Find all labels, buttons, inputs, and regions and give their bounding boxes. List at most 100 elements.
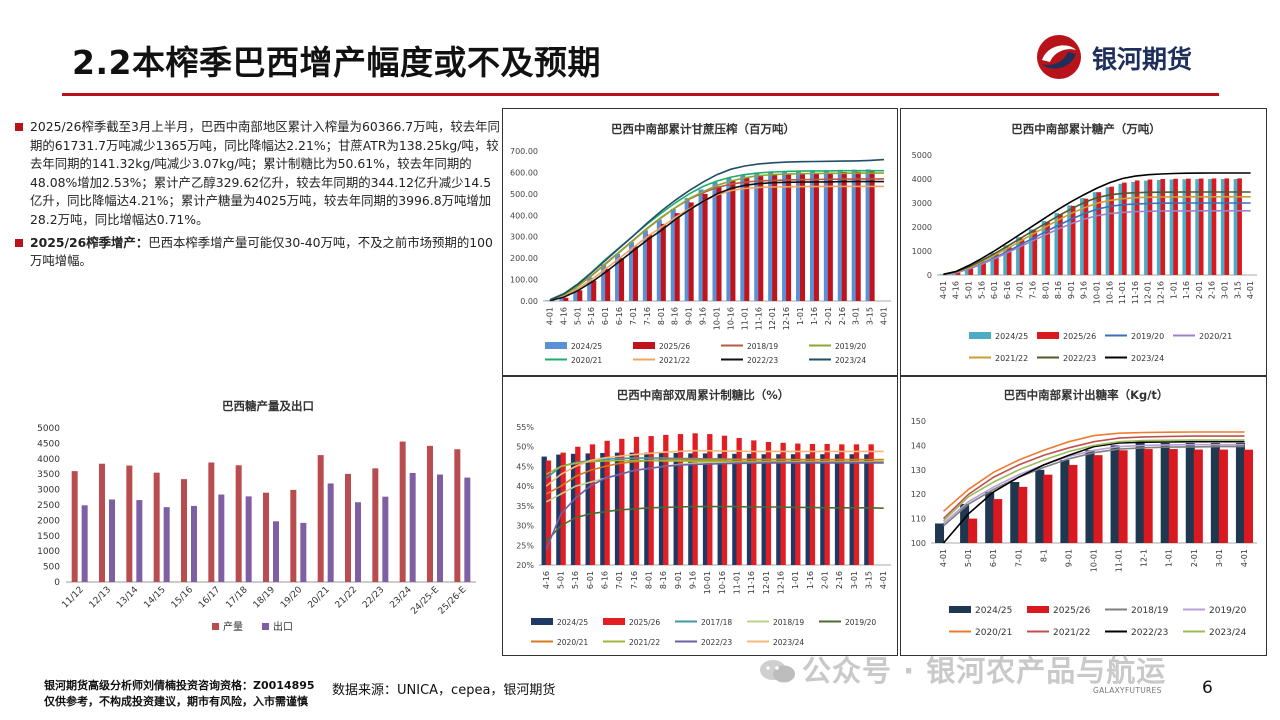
ratio-chart-panel: 巴西中南部双周累计制糖比（%） 20% 25% 30% 35% 40% 45% 50% 55% 4… xyxy=(502,376,898,656)
x-tick-label: 12-01 xyxy=(768,307,777,330)
bar-2024-25 xyxy=(990,252,996,275)
bar-export xyxy=(382,496,389,582)
bar-2025-26 xyxy=(1018,486,1028,543)
bar-2025-26 xyxy=(560,452,566,565)
chart-title: 巴西中南部累计甘蔗压榨（百万吨） xyxy=(611,122,795,136)
bar-2025-26 xyxy=(736,438,742,565)
chart-title: 巴西中南部累计糖产（万吨） xyxy=(1011,122,1161,136)
y-tick-label: 4000 xyxy=(912,175,932,184)
y-tick-label: 40% xyxy=(516,482,534,491)
bar-2024-25 xyxy=(698,189,704,301)
y-tick-label: 2500 xyxy=(37,501,60,511)
bar-2025-26 xyxy=(707,434,713,565)
bar-2024-25 xyxy=(768,171,774,301)
bar-2025-26 xyxy=(751,440,757,565)
bar-2025-26 xyxy=(955,272,961,275)
x-tick-label: 11-16 xyxy=(754,307,763,330)
x-tick-label: 6-01 xyxy=(989,549,998,567)
bar-2024-25 xyxy=(1105,187,1111,275)
y-tick-label: 3000 xyxy=(37,486,60,496)
bar-2024-25 xyxy=(754,172,760,301)
y-tick-label: 3500 xyxy=(37,470,60,480)
x-tick-label: 6-01 xyxy=(990,281,999,299)
bar-2024-25 xyxy=(573,288,579,301)
sugar-chart-panel: 巴西中南部累计糖产（万吨） 0 1000 2000 3000 4000 5000 4-01 4-… xyxy=(900,108,1267,376)
x-tick-label: 11-01 xyxy=(1115,549,1124,572)
bar-2024-25 xyxy=(1156,179,1162,275)
analyst-credential: 银河期货高级分析师刘倩楠投资咨询资格：Z0014895 xyxy=(44,679,315,692)
y-tick-label: 150 xyxy=(911,417,926,426)
bar-2025-26 xyxy=(648,436,654,565)
x-tick-label: 25/26-E xyxy=(437,585,469,617)
legend-swatch xyxy=(603,618,625,625)
x-tick-label: 4-01 xyxy=(880,307,889,325)
bar-production xyxy=(290,489,297,582)
legend-label: 2020/21 xyxy=(1199,332,1232,341)
bar-2024-25 xyxy=(670,208,676,301)
bar-2025-26 xyxy=(1083,198,1089,275)
y-tick-label: 0.00 xyxy=(520,297,538,306)
line-series-2021-22 xyxy=(942,435,1245,520)
legend-label: 2024/25 xyxy=(571,342,602,351)
line-series-2019-20 xyxy=(549,172,884,301)
x-tick-label: 8-01 xyxy=(1041,281,1050,299)
bar-2024-25 xyxy=(985,491,995,543)
y-tick-label: 20% xyxy=(516,561,534,570)
bar-2024-25 xyxy=(658,453,665,565)
x-tick-label: 2-16 xyxy=(835,571,844,589)
bar-2025-26 xyxy=(730,181,736,301)
x-tick-label: 7-01 xyxy=(615,571,624,589)
x-tick-label: 24/25-E xyxy=(409,585,441,617)
bar-2024-25 xyxy=(761,454,767,565)
legend-label: 2022/23 xyxy=(1063,354,1096,363)
bar-export xyxy=(136,500,143,582)
x-tick-label: 10-01 xyxy=(713,307,722,330)
x-tick-label: 5-16 xyxy=(587,307,596,325)
bar-2025-26 xyxy=(1006,246,1012,275)
x-tick-label: 1-01 xyxy=(796,307,805,325)
bar-2025-26 xyxy=(1096,192,1102,275)
bar-export xyxy=(109,499,115,582)
x-tick-label: 3-01 xyxy=(1215,549,1224,567)
line-series-2022-23 xyxy=(545,462,884,550)
bar-2025-26 xyxy=(605,268,611,301)
bar-2024-25 xyxy=(1060,460,1070,543)
x-tick-label: 10-16 xyxy=(718,571,727,594)
bar-2024-25 xyxy=(556,454,562,565)
bar-production xyxy=(235,465,242,582)
y-tick-label: 100.00 xyxy=(510,276,538,285)
legend-label: 2022/23 xyxy=(1131,628,1168,638)
y-tick-label: 5000 xyxy=(912,151,932,160)
bar-2024-25 xyxy=(1160,442,1170,543)
legend-label: 2024/25 xyxy=(975,606,1012,616)
x-tick-label: 2-01 xyxy=(1195,281,1204,299)
x-tick-label: 4-01 xyxy=(939,281,948,299)
x-tick-label: 10-01 xyxy=(703,571,712,594)
bar-production xyxy=(71,471,78,582)
x-tick-label: 12-01 xyxy=(762,571,771,594)
x-tick-label: 19/20 xyxy=(279,585,305,611)
bar-2025-26 xyxy=(1160,179,1166,275)
bar-2024-25 xyxy=(851,169,857,301)
bar-2025-26 xyxy=(575,446,581,565)
chart-title: 巴西中南部累计出糖率（Kg/t） xyxy=(1004,388,1169,402)
x-tick-label: 23/24 xyxy=(388,585,414,611)
bar-2025-26 xyxy=(795,443,801,565)
bar-production xyxy=(126,465,133,582)
bar-2025-26 xyxy=(589,444,596,565)
x-tick-label: 6-01 xyxy=(601,307,610,325)
bar-2024-25 xyxy=(935,523,945,543)
legend-label: 2022/23 xyxy=(701,638,732,647)
bar-2024-25 xyxy=(712,182,718,301)
bar-2024-25 xyxy=(615,253,621,301)
y-tick-label: 1000 xyxy=(912,247,932,256)
bar-2025-26 xyxy=(758,176,764,301)
x-tick-label: 3-01 xyxy=(850,571,859,589)
x-tick-label: 22/23 xyxy=(361,585,386,610)
x-tick-label: 13/14 xyxy=(115,585,141,611)
line-series-2021-22 xyxy=(549,185,884,302)
y-tick-label: 1000 xyxy=(37,547,60,557)
bar-export xyxy=(191,505,197,582)
bar-2024-25 xyxy=(1110,445,1120,543)
bar-export xyxy=(273,521,279,582)
